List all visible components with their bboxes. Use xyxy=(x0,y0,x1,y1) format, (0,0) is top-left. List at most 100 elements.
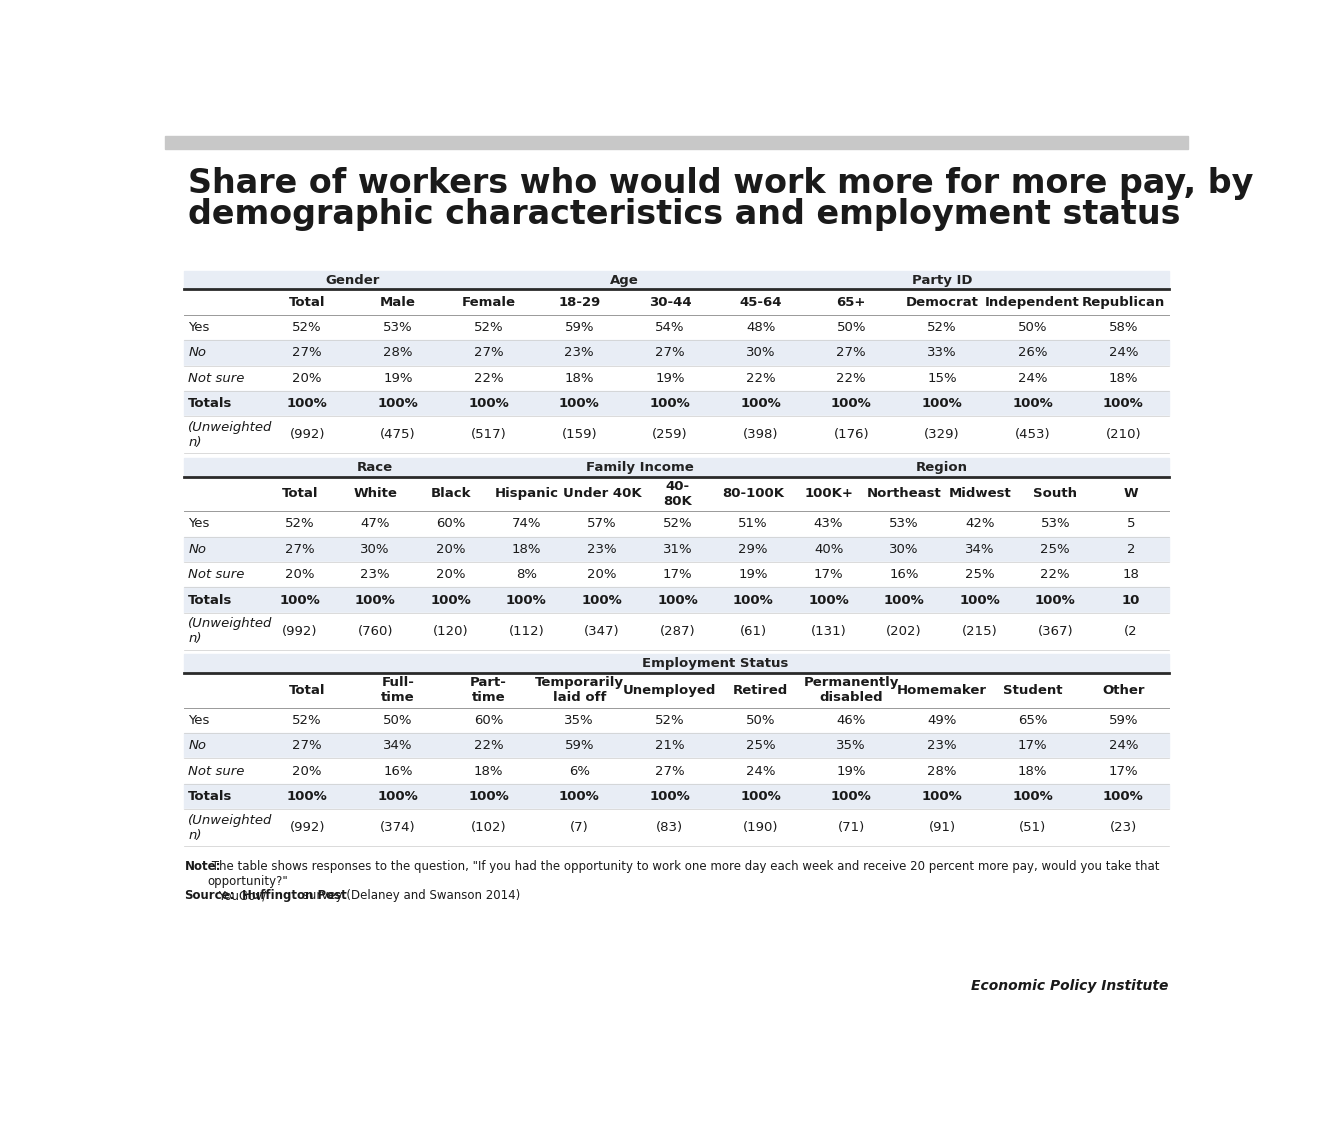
Text: 51%: 51% xyxy=(738,518,768,530)
Text: 100%: 100% xyxy=(921,397,962,410)
Text: 25%: 25% xyxy=(965,569,994,581)
Text: (992): (992) xyxy=(289,428,325,442)
Text: Total: Total xyxy=(281,487,318,501)
Text: 27%: 27% xyxy=(655,346,685,360)
Text: 6%: 6% xyxy=(569,765,590,777)
Text: 100%: 100% xyxy=(1104,397,1143,410)
Text: (176): (176) xyxy=(833,428,869,442)
Text: (Unweighted
n): (Unweighted n) xyxy=(189,421,273,449)
Text: 59%: 59% xyxy=(565,321,594,334)
Text: 25%: 25% xyxy=(1040,543,1071,556)
Text: 52%: 52% xyxy=(285,518,314,530)
Text: demographic characteristics and employment status: demographic characteristics and employme… xyxy=(189,197,1181,230)
Text: Female: Female xyxy=(462,295,516,309)
Text: 53%: 53% xyxy=(890,518,919,530)
Text: 31%: 31% xyxy=(663,543,692,556)
Text: 24%: 24% xyxy=(1018,372,1047,385)
Text: 52%: 52% xyxy=(663,518,692,530)
Bar xyxy=(185,809,1168,846)
Bar xyxy=(185,655,1168,673)
Text: 100%: 100% xyxy=(741,790,781,802)
Text: 29%: 29% xyxy=(738,543,768,556)
Text: 24%: 24% xyxy=(1109,739,1138,753)
Text: 24%: 24% xyxy=(746,765,775,777)
Text: 100K+: 100K+ xyxy=(804,487,853,501)
Text: Temporarily
laid off: Temporarily laid off xyxy=(535,676,624,704)
Text: Black: Black xyxy=(430,487,471,501)
Text: (215): (215) xyxy=(962,624,998,638)
Text: White: White xyxy=(354,487,397,501)
Text: 27%: 27% xyxy=(293,346,322,360)
Text: 65%: 65% xyxy=(1018,714,1047,726)
Text: 100%: 100% xyxy=(506,594,546,606)
Text: South: South xyxy=(1034,487,1077,501)
Text: Economic Policy Institute: Economic Policy Institute xyxy=(972,980,1168,993)
Text: Independent: Independent xyxy=(985,295,1080,309)
Text: 60%: 60% xyxy=(474,714,503,726)
Text: 19%: 19% xyxy=(738,569,768,581)
Text: 28%: 28% xyxy=(383,346,413,360)
Text: 30-44: 30-44 xyxy=(648,295,692,309)
Text: (Unweighted
n): (Unweighted n) xyxy=(189,617,273,646)
Text: 53%: 53% xyxy=(1040,518,1071,530)
Text: Race: Race xyxy=(358,461,393,473)
Bar xyxy=(185,707,1168,733)
Bar xyxy=(185,271,1168,289)
Text: (51): (51) xyxy=(1019,821,1047,834)
Text: Family Income: Family Income xyxy=(586,461,693,473)
Bar xyxy=(185,417,1168,454)
Text: 100%: 100% xyxy=(378,790,418,802)
Bar xyxy=(185,365,1168,392)
Text: 25%: 25% xyxy=(746,739,775,753)
Text: 100%: 100% xyxy=(1012,397,1053,410)
Text: 42%: 42% xyxy=(965,518,994,530)
Text: 23%: 23% xyxy=(587,543,616,556)
Text: Part-
time: Part- time xyxy=(470,676,507,704)
Bar xyxy=(185,758,1168,784)
Text: 27%: 27% xyxy=(837,346,866,360)
Text: 20%: 20% xyxy=(293,765,322,777)
Text: Republican: Republican xyxy=(1081,295,1166,309)
Text: Hispanic: Hispanic xyxy=(495,487,558,501)
Text: 35%: 35% xyxy=(837,739,866,753)
Text: 28%: 28% xyxy=(927,765,957,777)
Bar xyxy=(165,136,1188,150)
Text: 18%: 18% xyxy=(512,543,541,556)
Text: 19%: 19% xyxy=(655,372,685,385)
Text: Permanently
disabled: Permanently disabled xyxy=(804,676,899,704)
Text: 100%: 100% xyxy=(649,790,690,802)
Text: 18%: 18% xyxy=(1018,765,1047,777)
Text: (7): (7) xyxy=(570,821,589,834)
Text: Not sure: Not sure xyxy=(189,569,244,581)
Text: 33%: 33% xyxy=(927,346,957,360)
Text: (760): (760) xyxy=(358,624,393,638)
Text: Party ID: Party ID xyxy=(912,274,973,287)
Text: 30%: 30% xyxy=(746,346,775,360)
Text: 100%: 100% xyxy=(960,594,1001,606)
Text: (210): (210) xyxy=(1105,428,1140,442)
Text: 22%: 22% xyxy=(837,372,866,385)
Text: Note:: Note: xyxy=(185,860,220,873)
Text: Unemployed: Unemployed xyxy=(623,683,717,697)
Text: Male: Male xyxy=(380,295,416,309)
Text: 10: 10 xyxy=(1122,594,1140,606)
Text: 54%: 54% xyxy=(655,321,685,334)
Text: 100%: 100% xyxy=(355,594,396,606)
Text: (287): (287) xyxy=(660,624,696,638)
Text: 100%: 100% xyxy=(469,397,510,410)
Text: 100%: 100% xyxy=(1104,790,1143,802)
Text: Totals: Totals xyxy=(189,594,232,606)
Text: 16%: 16% xyxy=(890,569,919,581)
Text: 47%: 47% xyxy=(360,518,389,530)
Bar xyxy=(185,733,1168,758)
Text: Under 40K: Under 40K xyxy=(562,487,642,501)
Text: No: No xyxy=(189,543,206,556)
Text: 43%: 43% xyxy=(814,518,843,530)
Text: 22%: 22% xyxy=(1040,569,1071,581)
Bar xyxy=(185,588,1168,613)
Bar xyxy=(185,537,1168,562)
Text: Age: Age xyxy=(610,274,639,287)
Text: (517): (517) xyxy=(471,428,507,442)
Text: 20%: 20% xyxy=(285,569,314,581)
Text: (475): (475) xyxy=(380,428,416,442)
